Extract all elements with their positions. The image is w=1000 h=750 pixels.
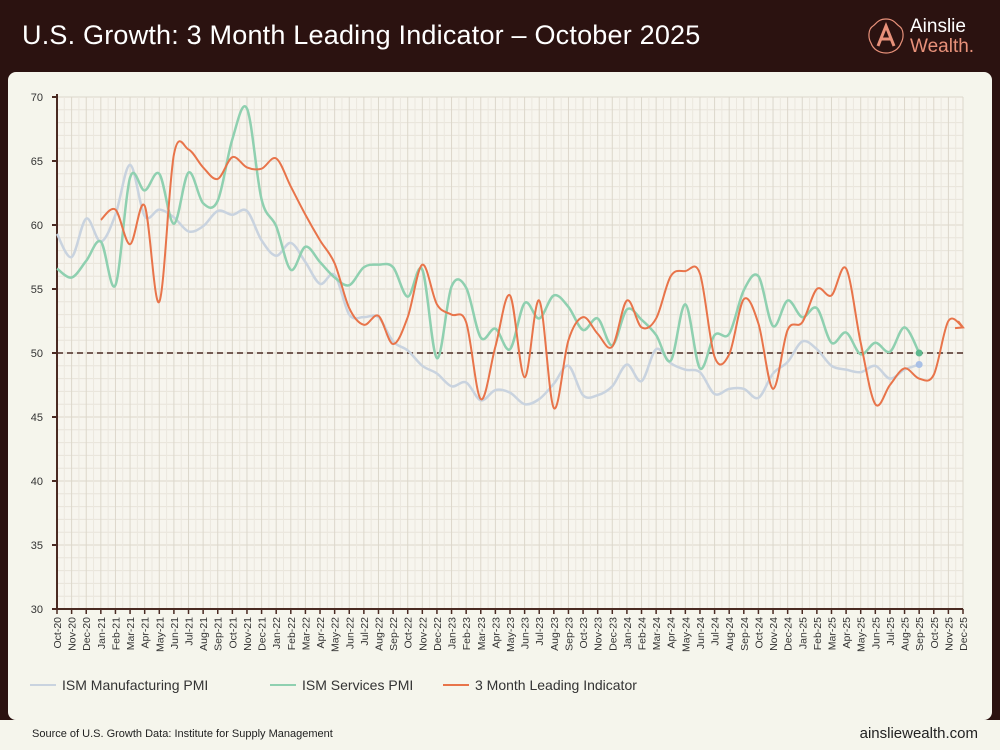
logo-icon xyxy=(868,18,904,54)
x-tick-label: Oct-22 xyxy=(403,617,415,649)
x-tick-label: Dec-24 xyxy=(783,617,795,651)
series-end-arrow-3-month-leading-indicator xyxy=(954,320,965,330)
x-tick-label: May-22 xyxy=(330,617,342,652)
legend-item: ISM Manufacturing PMI xyxy=(30,677,208,693)
x-tick-label: Feb-23 xyxy=(461,617,473,650)
x-tick-label: Jan-23 xyxy=(447,617,459,649)
x-tick-label: Feb-22 xyxy=(286,617,298,650)
x-tick-label: Oct-21 xyxy=(227,617,239,649)
series-end-marker-ism-services-pmi xyxy=(915,349,923,357)
x-tick-label: Nov-23 xyxy=(593,617,605,651)
x-tick-label: Mar-21 xyxy=(125,617,137,650)
legend-label: ISM Manufacturing PMI xyxy=(62,677,209,693)
series-line-ism-services-pmi xyxy=(56,105,921,370)
x-tick-label: Jun-24 xyxy=(695,617,707,649)
y-tick-label: 45 xyxy=(31,412,43,424)
x-tick-label: Jun-23 xyxy=(520,617,532,649)
x-tick-label: Nov-25 xyxy=(943,617,955,651)
x-tick-label: May-24 xyxy=(680,617,692,652)
x-tick-label: Oct-20 xyxy=(52,617,64,649)
legend-swatch xyxy=(30,684,56,686)
x-tick-label: Jan-25 xyxy=(797,617,809,649)
y-tick-label: 50 xyxy=(31,348,43,360)
x-tick-label: Feb-25 xyxy=(812,617,824,650)
x-tick-label: Jul-25 xyxy=(885,617,897,646)
x-tick-label: Apr-25 xyxy=(841,617,853,649)
x-tick-label: Aug-22 xyxy=(373,617,385,651)
x-tick-label: Dec-20 xyxy=(81,617,93,651)
legend-label: ISM Services PMI xyxy=(302,677,414,693)
x-tick-label: Jan-21 xyxy=(96,617,108,649)
x-tick-label: Nov-24 xyxy=(768,617,780,651)
legend-item: ISM Services PMI xyxy=(270,677,413,693)
x-tick-label: Mar-25 xyxy=(826,617,838,650)
x-tick-label: Sep-23 xyxy=(563,617,575,651)
x-tick-label: Apr-22 xyxy=(315,617,327,649)
legend-item: 3 Month Leading Indicator xyxy=(443,677,637,693)
legend-label: 3 Month Leading Indicator xyxy=(475,677,637,693)
x-tick-label: Mar-22 xyxy=(300,617,312,650)
x-tick-label: Jul-24 xyxy=(710,617,722,646)
x-tick-label: May-21 xyxy=(154,617,166,652)
x-tick-label: Oct-25 xyxy=(929,617,941,649)
footer: Source of U.S. Growth Data: Institute fo… xyxy=(0,720,1000,750)
legend-swatch xyxy=(270,684,296,686)
chart-panel: 30 35 40 45 50 55 60 65 70 Oct-20 Nov-20 Dec-20 Jan-… xyxy=(8,72,992,720)
source-note: Source of U.S. Growth Data: Institute fo… xyxy=(32,728,333,740)
x-tick-label: Feb-21 xyxy=(110,617,122,650)
x-tick-label: Feb-24 xyxy=(637,617,649,650)
x-tick-label: Apr-24 xyxy=(666,617,678,649)
x-tick-label: Nov-22 xyxy=(417,617,429,651)
header: U.S. Growth: 3 Month Leading Indicator –… xyxy=(0,0,1000,72)
y-tick-label: 70 xyxy=(31,92,43,104)
x-tick-label: Sep-21 xyxy=(213,617,225,651)
ainslie-wealth-logo: Ainslie Wealth. xyxy=(866,14,991,60)
x-tick-label: Sep-24 xyxy=(739,617,751,651)
y-tick-label: 35 xyxy=(31,540,43,552)
x-tick-label: Sep-25 xyxy=(914,617,926,651)
x-tick-label: May-25 xyxy=(856,617,868,652)
x-tick-label: Dec-22 xyxy=(432,617,444,651)
x-tick-label: May-23 xyxy=(505,617,517,652)
x-tick-label: Jul-22 xyxy=(359,617,371,646)
x-tick-label: Jun-21 xyxy=(169,617,181,649)
x-tick-label: Aug-24 xyxy=(724,617,736,651)
x-tick-label: Jun-25 xyxy=(870,617,882,649)
x-tick-label: Jan-24 xyxy=(622,617,634,649)
x-tick-label: Apr-23 xyxy=(490,617,502,649)
x-tick-label: Dec-25 xyxy=(958,617,970,651)
logo-text-wealth: Wealth. xyxy=(910,36,975,57)
y-tick-label: 30 xyxy=(31,604,43,616)
x-tick-label: Jul-21 xyxy=(184,617,196,646)
x-tick-label: Aug-23 xyxy=(549,617,561,651)
x-tick-label: Aug-25 xyxy=(900,617,912,651)
x-tick-label: Jan-22 xyxy=(271,617,283,649)
series-end-marker-ism-manufacturing-pmi xyxy=(915,361,923,369)
x-tick-label: Dec-23 xyxy=(607,617,619,651)
y-tick-label: 65 xyxy=(31,156,43,168)
x-tick-label: Mar-24 xyxy=(651,617,663,650)
x-tick-label: Sep-22 xyxy=(388,617,400,651)
x-tick-label: Nov-20 xyxy=(67,617,79,651)
y-tick-label: 60 xyxy=(31,220,43,232)
y-tick-label: 55 xyxy=(31,284,43,296)
chart-title: U.S. Growth: 3 Month Leading Indicator –… xyxy=(22,20,701,50)
x-tick-label: Mar-23 xyxy=(476,617,488,650)
y-tick-label: 40 xyxy=(31,476,43,488)
logo-text-ainslie: Ainslie xyxy=(910,16,966,37)
series-line-3-month-leading-indicator xyxy=(100,140,964,410)
x-tick-label: Jun-22 xyxy=(344,617,356,649)
x-tick-label: Jul-23 xyxy=(534,617,546,646)
x-tick-label: Apr-21 xyxy=(140,617,152,649)
legend-swatch xyxy=(443,684,469,686)
website-link[interactable]: ainsliewealth.com xyxy=(859,725,978,742)
x-tick-label: Nov-21 xyxy=(242,617,254,651)
series-line-ism-manufacturing-pmi xyxy=(55,163,920,406)
x-tick-label: Oct-23 xyxy=(578,617,590,649)
x-tick-label: Dec-21 xyxy=(257,617,269,651)
x-tick-label: Oct-24 xyxy=(753,617,765,649)
x-tick-label: Aug-21 xyxy=(198,617,210,651)
